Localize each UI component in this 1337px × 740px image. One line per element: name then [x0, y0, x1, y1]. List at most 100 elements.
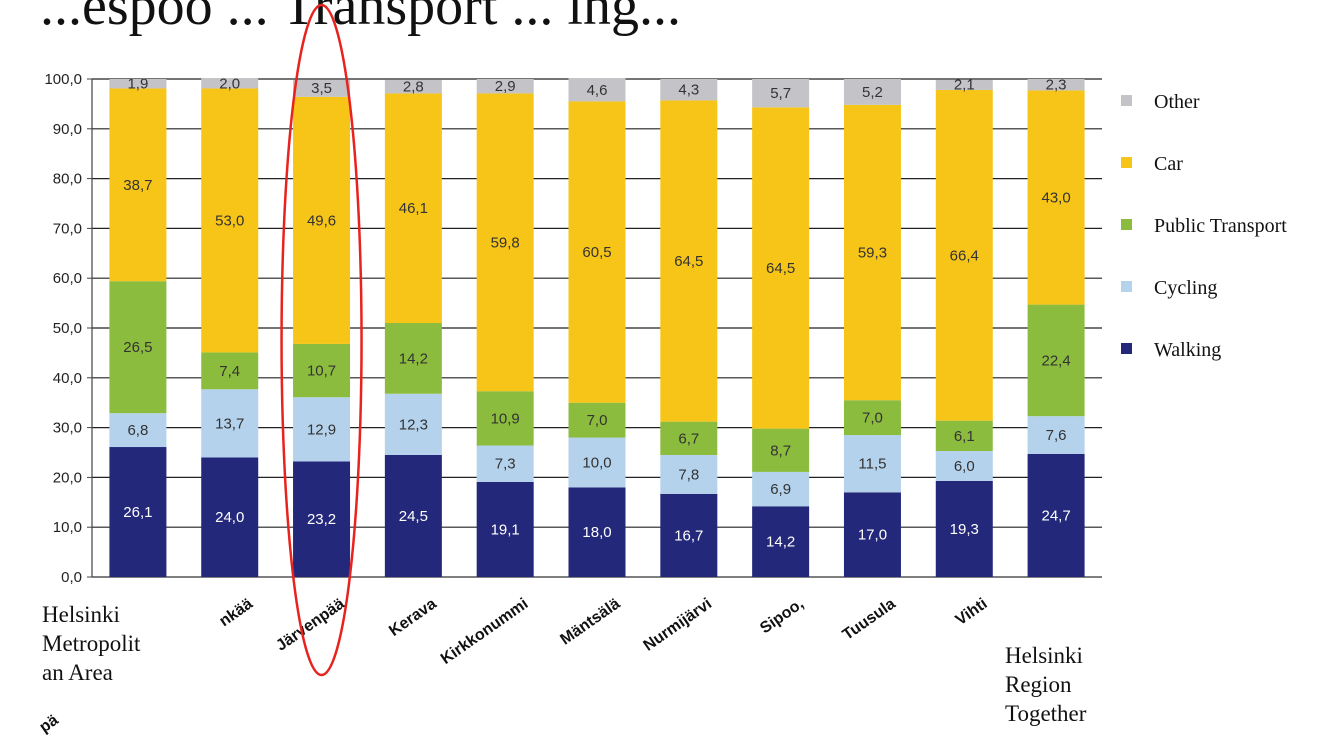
data-label: 59,3	[858, 245, 887, 262]
bar-segment-car	[1027, 90, 1085, 305]
legend-swatch	[1121, 219, 1132, 230]
data-label: 7,0	[587, 412, 608, 429]
y-axis: 0,0 10,0 20,0 30,0 40,0 50,0 60,0 70,0 80,0 90,0 1…	[44, 71, 93, 586]
bar-segment-public-transport	[293, 343, 351, 398]
y-tick-label: 30,0	[53, 420, 82, 437]
data-label: 4,6	[587, 82, 608, 99]
x-category-label: Kerava	[386, 595, 440, 640]
bar-segment-public-transport	[476, 391, 534, 446]
x-category-label: Kirkkonummi	[438, 595, 532, 668]
highlight	[280, 3, 363, 677]
legend-swatch	[1121, 95, 1132, 106]
data-label: 11,5	[858, 456, 886, 473]
bar-segment-walking	[109, 447, 167, 577]
category-overlay-label: Together	[1005, 701, 1087, 726]
category-overlay-label: Helsinki	[42, 602, 120, 627]
bar-segment-cycling	[660, 454, 718, 494]
bar-segment-other	[109, 79, 167, 89]
x-category-label-fragment: pä	[37, 712, 62, 735]
data-label: 4,3	[678, 82, 699, 99]
bar-segment-car	[568, 101, 626, 403]
bar-segment-other	[293, 79, 351, 97]
data-label: 12,9	[307, 421, 336, 438]
data-label: 6,1	[954, 428, 975, 445]
data-label: 12,3	[399, 416, 428, 433]
data-label: 23,2	[307, 511, 336, 528]
bar-segment-cycling	[752, 471, 810, 507]
bar-segment-other	[476, 79, 534, 94]
bar-segment-walking	[384, 454, 442, 577]
bar-segment-public-transport	[843, 400, 901, 436]
bar-segment-other	[201, 78, 259, 89]
bar-segment-other	[752, 79, 810, 108]
bars: 26,1 6,8 26,5 38,7 1,9 24,0 13,7 7,4 53,0 2,0 23,2…	[109, 75, 1085, 577]
bar-segment-cycling	[201, 389, 259, 458]
y-tick-label: 100,0	[44, 71, 82, 88]
legend-swatch	[1121, 343, 1132, 354]
bar-segment-public-transport	[935, 420, 993, 452]
data-label: 17,0	[858, 527, 887, 544]
data-label: 6,0	[954, 458, 975, 475]
data-label: 46,1	[399, 200, 428, 217]
bar-segment-other	[568, 78, 626, 102]
bar-segment-cycling	[476, 445, 534, 482]
data-label: 49,6	[307, 212, 336, 229]
bar-segment-public-transport	[660, 421, 718, 455]
legend-label: Other	[1154, 91, 1200, 113]
bar-segment-car	[384, 93, 442, 324]
bar-segment-public-transport	[752, 428, 810, 472]
y-tick-label: 10,0	[53, 519, 82, 536]
data-label: 19,3	[950, 521, 979, 538]
data-label: 22,4	[1041, 352, 1070, 369]
y-tick-label: 70,0	[53, 220, 82, 237]
bar-segment-walking	[660, 493, 718, 577]
data-label: 26,1	[123, 504, 152, 521]
category-overlay-label: an Area	[42, 660, 113, 685]
legend-label: Car	[1154, 153, 1183, 175]
bar-segment-other	[843, 79, 901, 105]
bar-segment-cycling	[843, 435, 901, 493]
data-label: 7,4	[219, 363, 240, 380]
data-label: 10,0	[582, 454, 611, 471]
y-tick-label: 60,0	[53, 270, 82, 287]
data-label: 53,0	[215, 212, 244, 229]
data-label: 24,7	[1041, 507, 1070, 524]
data-label: 13,7	[215, 415, 244, 432]
bar-segment-car	[935, 89, 993, 421]
legend-swatch	[1121, 157, 1132, 168]
bar-segment-walking	[293, 461, 351, 577]
data-label: 5,2	[862, 84, 883, 101]
data-label: 2,0	[219, 75, 240, 92]
bar-segment-cycling	[1027, 416, 1085, 454]
bar-segment-car	[293, 96, 351, 344]
data-label: 8,7	[770, 442, 791, 459]
data-label: 64,5	[766, 260, 795, 277]
overlay-labels: Helsinki Metropolit an Area Helsinki Region T…	[42, 602, 1087, 726]
y-tick-label: 80,0	[53, 171, 82, 188]
bar-segment-car	[660, 100, 718, 422]
bar-segment-walking	[1027, 453, 1085, 577]
x-category-label: nkää	[216, 595, 256, 630]
category-overlay-label: Region	[1005, 672, 1072, 697]
bar-segment-cycling	[109, 413, 167, 448]
bar-segment-public-transport	[1027, 304, 1085, 417]
data-label: 38,7	[123, 177, 152, 194]
bar-segment-other	[384, 79, 442, 94]
data-label: 6,8	[127, 422, 148, 439]
bar-segment-public-transport	[568, 402, 626, 438]
data-label: 26,5	[123, 339, 152, 356]
bar-segment-cycling	[384, 393, 442, 455]
bar-segment-other	[660, 79, 718, 101]
data-label: 24,0	[215, 509, 244, 526]
data-label: 2,9	[495, 78, 516, 95]
data-label: 7,6	[1046, 427, 1067, 444]
bar-segment-other	[935, 79, 993, 90]
bar-segment-car	[476, 93, 534, 392]
x-category-label: Sipoo,	[757, 595, 807, 637]
data-label: 2,8	[403, 78, 424, 95]
y-tick-label: 40,0	[53, 370, 82, 387]
bar-segment-car	[201, 88, 259, 353]
y-tick-label: 0,0	[61, 569, 82, 586]
